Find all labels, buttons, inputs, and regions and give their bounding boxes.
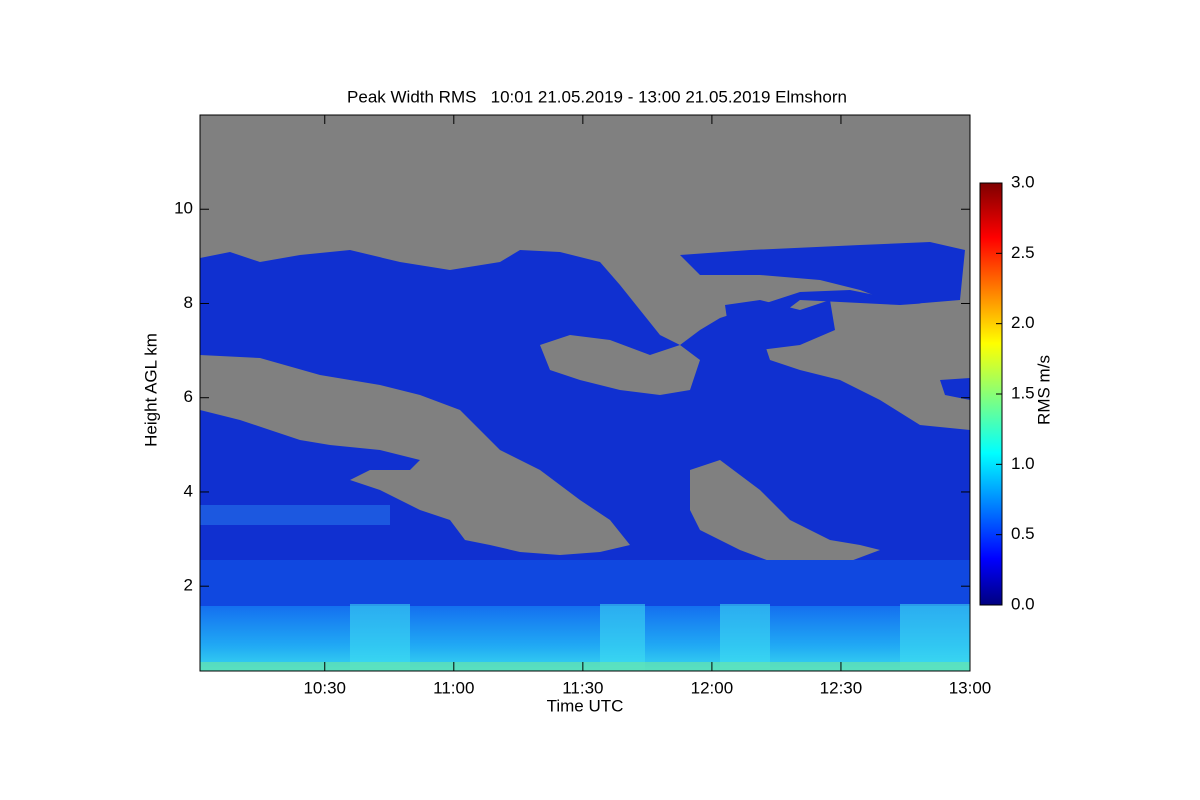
surface-noise bbox=[200, 662, 970, 671]
lower-layer bbox=[200, 560, 970, 608]
gap bbox=[200, 355, 630, 555]
colorbar-tick-label: 1.5 bbox=[1011, 383, 1035, 402]
x-tick-label: 13:00 bbox=[949, 678, 992, 697]
x-tick-label: 11:00 bbox=[433, 678, 474, 697]
chart-title: Peak Width RMS 10:01 21.05.2019 - 13:00 … bbox=[347, 87, 847, 106]
y-tick-label: 4 bbox=[184, 481, 193, 500]
gap bbox=[690, 460, 880, 575]
colorbar-label: RMS m/s bbox=[1034, 355, 1053, 425]
colorbar-tick-label: 2.0 bbox=[1011, 313, 1035, 332]
x-tick-label: 12:30 bbox=[820, 678, 863, 697]
cloud-patch bbox=[725, 300, 835, 350]
x-axis-label: Time UTC bbox=[547, 696, 624, 715]
lower-layer-band bbox=[200, 505, 390, 525]
turbulence-streak bbox=[720, 604, 770, 671]
colorbar-tick-label: 3.0 bbox=[1011, 172, 1035, 191]
x-tick-label: 11:30 bbox=[562, 678, 603, 697]
y-tick-label: 6 bbox=[184, 387, 193, 406]
colorbar-tick-label: 1.0 bbox=[1011, 454, 1035, 473]
x-tick-label: 10:30 bbox=[303, 678, 346, 697]
y-tick-label: 10 bbox=[174, 199, 193, 218]
heatmap-field bbox=[200, 115, 970, 671]
gap bbox=[540, 335, 700, 395]
plot-frame bbox=[199, 114, 971, 672]
boundary-layer bbox=[200, 606, 970, 671]
colorbar-tick-label: 0.0 bbox=[1011, 594, 1035, 613]
cloud-patch bbox=[940, 378, 970, 400]
x-tick-label: 12:00 bbox=[691, 678, 734, 697]
turbulence-streak bbox=[350, 604, 410, 671]
colorbar-tick-label: 0.5 bbox=[1011, 524, 1035, 543]
y-tick-label: 2 bbox=[184, 576, 193, 595]
y-axis-label: Height AGL km bbox=[141, 333, 160, 447]
cloud-patch bbox=[680, 242, 965, 305]
turbulence-streak bbox=[600, 604, 645, 671]
y-tick-label: 8 bbox=[184, 293, 193, 312]
turbulence-streak bbox=[900, 604, 970, 671]
colorbar-tick-label: 2.5 bbox=[1011, 243, 1035, 262]
